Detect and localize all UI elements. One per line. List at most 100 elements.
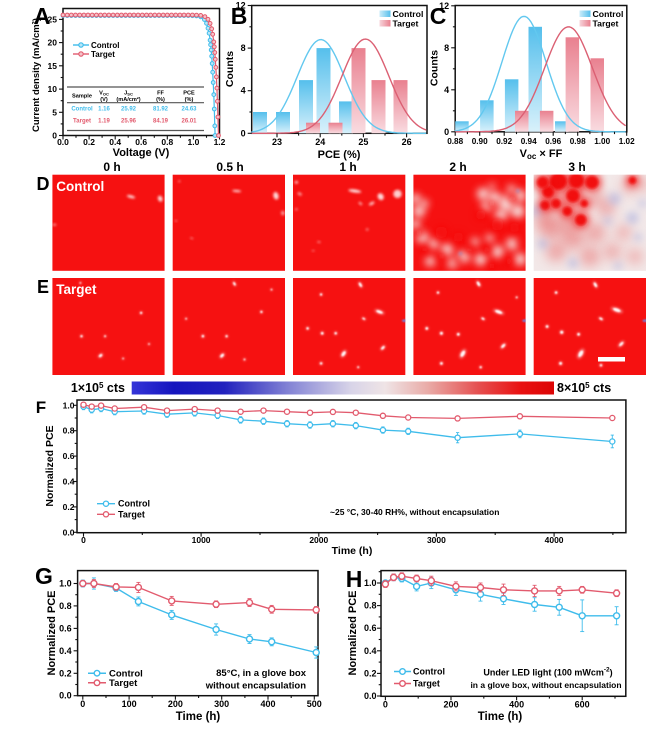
svg-text:Current density (mA/cm²): Current density (mA/cm²) — [31, 18, 42, 132]
svg-text:12: 12 — [236, 1, 246, 11]
svg-text:Time (h): Time (h) — [176, 711, 221, 723]
svg-text:3 h: 3 h — [568, 160, 585, 174]
svg-text:Target: Target — [413, 679, 440, 689]
svg-text:500: 500 — [307, 699, 322, 709]
svg-text:0.96: 0.96 — [545, 137, 561, 146]
svg-text:VOC: VOC — [99, 91, 109, 97]
svg-text:0.90: 0.90 — [472, 137, 488, 146]
svg-text:Counts: Counts — [224, 51, 236, 87]
svg-text:0.0: 0.0 — [59, 691, 72, 701]
svg-text:100: 100 — [122, 699, 137, 709]
svg-text:0: 0 — [80, 699, 85, 709]
svg-text:200: 200 — [443, 700, 458, 710]
svg-text:0.4: 0.4 — [109, 137, 121, 147]
svg-text:1.0: 1.0 — [364, 578, 377, 588]
svg-text:0.4: 0.4 — [59, 646, 72, 656]
svg-text:1.0: 1.0 — [187, 137, 199, 147]
svg-text:0: 0 — [383, 700, 388, 710]
svg-text:0.8: 0.8 — [161, 137, 173, 147]
svg-text:300: 300 — [214, 699, 229, 709]
svg-text:4: 4 — [241, 86, 246, 96]
svg-text:0.92: 0.92 — [496, 137, 512, 146]
svg-text:26.01: 26.01 — [181, 119, 197, 125]
svg-text:1×105 cts: 1×105 cts — [71, 381, 125, 395]
svg-text:8: 8 — [241, 43, 246, 53]
svg-text:81.92: 81.92 — [153, 107, 169, 113]
svg-text:~25 °C, 30-40 RH%, without enc: ~25 °C, 30-40 RH%, without encapsulation — [330, 507, 499, 517]
svg-text:0.6: 0.6 — [135, 137, 147, 147]
svg-text:1000: 1000 — [192, 535, 211, 545]
svg-text:0.2: 0.2 — [364, 668, 377, 678]
svg-text:8×105 cts: 8×105 cts — [557, 381, 611, 395]
svg-text:PCE (%): PCE (%) — [318, 149, 361, 161]
svg-text:A: A — [34, 3, 51, 29]
svg-text:0.0: 0.0 — [63, 527, 75, 537]
svg-text:0.6: 0.6 — [63, 451, 75, 461]
svg-text:26: 26 — [402, 137, 412, 147]
svg-text:5: 5 — [52, 107, 57, 117]
svg-text:G: G — [35, 563, 53, 589]
svg-text:JSC: JSC — [124, 91, 133, 97]
svg-text:4000: 4000 — [545, 535, 564, 545]
svg-text:0: 0 — [241, 128, 246, 138]
svg-text:Target: Target — [393, 19, 419, 29]
svg-text:0.88: 0.88 — [447, 137, 463, 146]
svg-text:FF: FF — [157, 91, 164, 97]
svg-text:600: 600 — [575, 700, 590, 710]
svg-text:200: 200 — [168, 699, 183, 709]
svg-text:25: 25 — [358, 137, 368, 147]
svg-text:25.92: 25.92 — [121, 107, 137, 113]
svg-text:0 h: 0 h — [103, 160, 120, 174]
svg-text:C: C — [430, 3, 447, 29]
svg-text:(%): (%) — [185, 97, 194, 103]
svg-text:1 h: 1 h — [339, 160, 356, 174]
svg-text:23: 23 — [272, 137, 282, 147]
svg-text:12: 12 — [439, 1, 449, 11]
svg-text:0: 0 — [52, 131, 57, 141]
svg-text:Control: Control — [593, 9, 624, 19]
svg-text:B: B — [231, 3, 248, 29]
svg-text:24: 24 — [315, 137, 325, 147]
svg-text:400: 400 — [260, 699, 275, 709]
svg-text:0.0: 0.0 — [57, 137, 69, 147]
svg-text:25: 25 — [48, 14, 58, 24]
svg-text:1.00: 1.00 — [594, 137, 610, 146]
svg-text:in a glove box, without encaps: in a glove box, without encapsulation — [470, 680, 621, 690]
svg-text:0: 0 — [81, 535, 86, 545]
svg-text:Sample: Sample — [72, 94, 92, 100]
svg-text:Control: Control — [56, 179, 104, 194]
svg-text:2000: 2000 — [309, 535, 328, 545]
svg-text:E: E — [37, 277, 49, 297]
svg-text:0.2: 0.2 — [63, 502, 75, 512]
svg-text:0.5 h: 0.5 h — [216, 160, 243, 174]
svg-text:85°C, in a glove box: 85°C, in a glove box — [216, 668, 307, 679]
svg-text:2 h: 2 h — [449, 160, 466, 174]
svg-text:400: 400 — [509, 700, 524, 710]
svg-text:F: F — [36, 398, 46, 417]
svg-text:D: D — [37, 174, 50, 194]
svg-text:Normalized PCE: Normalized PCE — [46, 591, 58, 676]
svg-text:Control: Control — [118, 499, 150, 509]
svg-text:4: 4 — [444, 85, 449, 95]
svg-text:0.2: 0.2 — [59, 668, 72, 678]
svg-text:0.4: 0.4 — [364, 646, 377, 656]
svg-text:(mA/cm²): (mA/cm²) — [116, 96, 140, 103]
svg-text:PCE: PCE — [183, 91, 195, 97]
svg-text:Under LED light (100 mWcm-2): Under LED light (100 mWcm-2) — [483, 667, 612, 678]
svg-text:Target: Target — [109, 678, 138, 689]
svg-text:0.94: 0.94 — [521, 137, 537, 146]
svg-text:1.0: 1.0 — [59, 579, 72, 589]
svg-text:Control: Control — [91, 41, 119, 50]
svg-text:84.19: 84.19 — [153, 119, 169, 125]
svg-text:Voc × FF: Voc × FF — [520, 148, 563, 161]
svg-text:3000: 3000 — [427, 535, 446, 545]
svg-text:Target: Target — [56, 282, 97, 297]
svg-text:Target: Target — [91, 50, 115, 59]
svg-text:0.8: 0.8 — [364, 601, 377, 611]
svg-text:1.0: 1.0 — [63, 400, 75, 410]
svg-text:0.6: 0.6 — [364, 623, 377, 633]
svg-text:Time (h): Time (h) — [332, 545, 373, 557]
svg-text:0.0: 0.0 — [364, 691, 377, 701]
svg-text:Control: Control — [393, 9, 424, 19]
svg-text:15: 15 — [48, 61, 58, 71]
